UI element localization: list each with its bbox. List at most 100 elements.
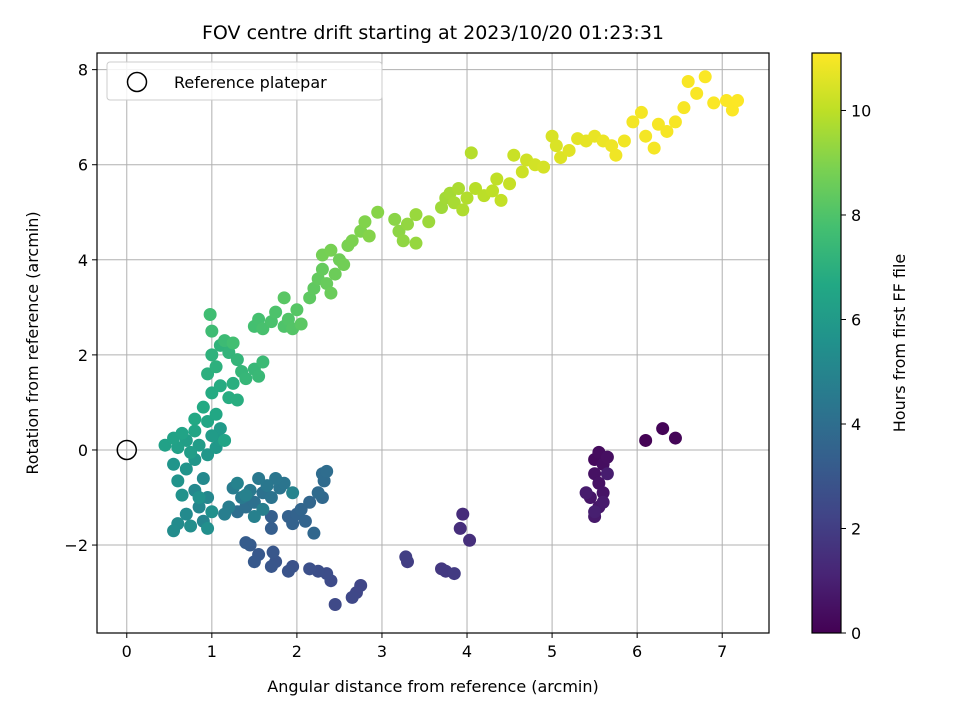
data-point bbox=[264, 510, 278, 524]
data-point bbox=[668, 431, 682, 445]
y-tick-label: 4 bbox=[78, 251, 88, 270]
x-tick-label: 6 bbox=[632, 642, 642, 661]
data-point bbox=[196, 400, 210, 414]
colorbar-label: Hours from first FF file bbox=[890, 254, 909, 433]
chart-title: FOV centre drift starting at 2023/10/20 … bbox=[202, 22, 664, 44]
data-point bbox=[252, 471, 266, 485]
legend-box bbox=[106, 61, 383, 101]
data-point bbox=[725, 103, 739, 117]
data-point bbox=[175, 488, 189, 502]
data-point bbox=[256, 502, 270, 516]
data-point bbox=[205, 348, 219, 362]
data-point bbox=[201, 521, 215, 535]
data-point bbox=[362, 229, 376, 243]
data-point bbox=[192, 500, 206, 514]
data-point bbox=[328, 267, 342, 281]
data-point bbox=[639, 129, 653, 143]
data-point bbox=[179, 507, 193, 521]
data-point bbox=[388, 212, 402, 226]
data-point bbox=[409, 208, 423, 222]
data-point bbox=[453, 521, 467, 535]
data-point bbox=[447, 196, 461, 210]
data-point bbox=[256, 322, 270, 336]
data-point bbox=[209, 407, 223, 421]
data-point bbox=[188, 412, 202, 426]
data-point bbox=[617, 134, 631, 148]
data-point bbox=[230, 393, 244, 407]
data-point bbox=[515, 165, 529, 179]
data-point bbox=[264, 491, 278, 505]
data-point bbox=[239, 536, 253, 550]
data-point bbox=[203, 307, 217, 321]
data-point bbox=[600, 467, 614, 481]
data-point bbox=[452, 181, 466, 195]
colorbar-tick-label: 10 bbox=[851, 101, 871, 120]
data-point bbox=[596, 486, 610, 500]
x-axis-label: Angular distance from reference (arcmin) bbox=[267, 677, 598, 696]
data-point bbox=[358, 215, 372, 229]
data-point bbox=[647, 141, 661, 155]
data-point bbox=[609, 148, 623, 162]
y-tick-label: 2 bbox=[78, 346, 88, 365]
data-point bbox=[490, 172, 504, 186]
data-point bbox=[422, 215, 436, 229]
data-point bbox=[277, 291, 291, 305]
data-point bbox=[230, 476, 244, 490]
data-point bbox=[345, 590, 359, 604]
data-point bbox=[707, 96, 721, 110]
data-point bbox=[230, 353, 244, 367]
data-point bbox=[651, 117, 665, 131]
data-point bbox=[158, 438, 172, 452]
data-point bbox=[184, 445, 198, 459]
data-point bbox=[192, 438, 206, 452]
data-point bbox=[252, 369, 266, 383]
data-point bbox=[167, 524, 181, 538]
data-point bbox=[639, 433, 653, 447]
data-point bbox=[677, 101, 691, 115]
data-point bbox=[324, 243, 338, 257]
data-point bbox=[626, 115, 640, 129]
data-point bbox=[239, 372, 253, 386]
data-point bbox=[294, 502, 308, 516]
colorbar-tick-label: 2 bbox=[851, 519, 861, 538]
data-point bbox=[307, 526, 321, 540]
data-point bbox=[494, 193, 508, 207]
data-point bbox=[192, 491, 206, 505]
data-point bbox=[456, 203, 470, 217]
data-point bbox=[588, 505, 602, 519]
data-point bbox=[264, 521, 278, 535]
data-point bbox=[400, 217, 414, 231]
data-point bbox=[537, 160, 551, 174]
data-point bbox=[409, 236, 423, 250]
x-tick-label: 5 bbox=[547, 642, 557, 661]
data-point bbox=[660, 124, 674, 138]
data-point bbox=[596, 495, 610, 509]
data-point bbox=[184, 519, 198, 533]
data-point bbox=[579, 486, 593, 500]
colorbar-tick-label: 0 bbox=[851, 624, 861, 643]
legend-marker-icon bbox=[126, 71, 148, 93]
data-point bbox=[315, 262, 329, 276]
data-point bbox=[690, 86, 704, 100]
data-point bbox=[179, 462, 193, 476]
data-point bbox=[247, 495, 261, 509]
reference-platepar-marker bbox=[116, 439, 138, 461]
colorbar-tick-label: 4 bbox=[851, 415, 861, 434]
x-tick-label: 0 bbox=[122, 642, 132, 661]
data-point bbox=[298, 514, 312, 528]
plot-frame bbox=[96, 52, 770, 634]
data-point bbox=[634, 105, 648, 119]
data-point bbox=[345, 234, 359, 248]
data-point bbox=[731, 94, 745, 108]
data-point bbox=[668, 115, 682, 129]
data-point bbox=[464, 146, 478, 160]
legend-label: Reference platepar bbox=[174, 73, 327, 92]
legend: Reference platepar bbox=[106, 61, 383, 101]
data-points bbox=[158, 70, 745, 611]
data-point bbox=[507, 148, 521, 162]
data-point bbox=[209, 360, 223, 374]
data-point bbox=[447, 567, 461, 581]
data-point bbox=[456, 507, 470, 521]
data-point bbox=[256, 355, 270, 369]
data-point bbox=[264, 559, 278, 573]
